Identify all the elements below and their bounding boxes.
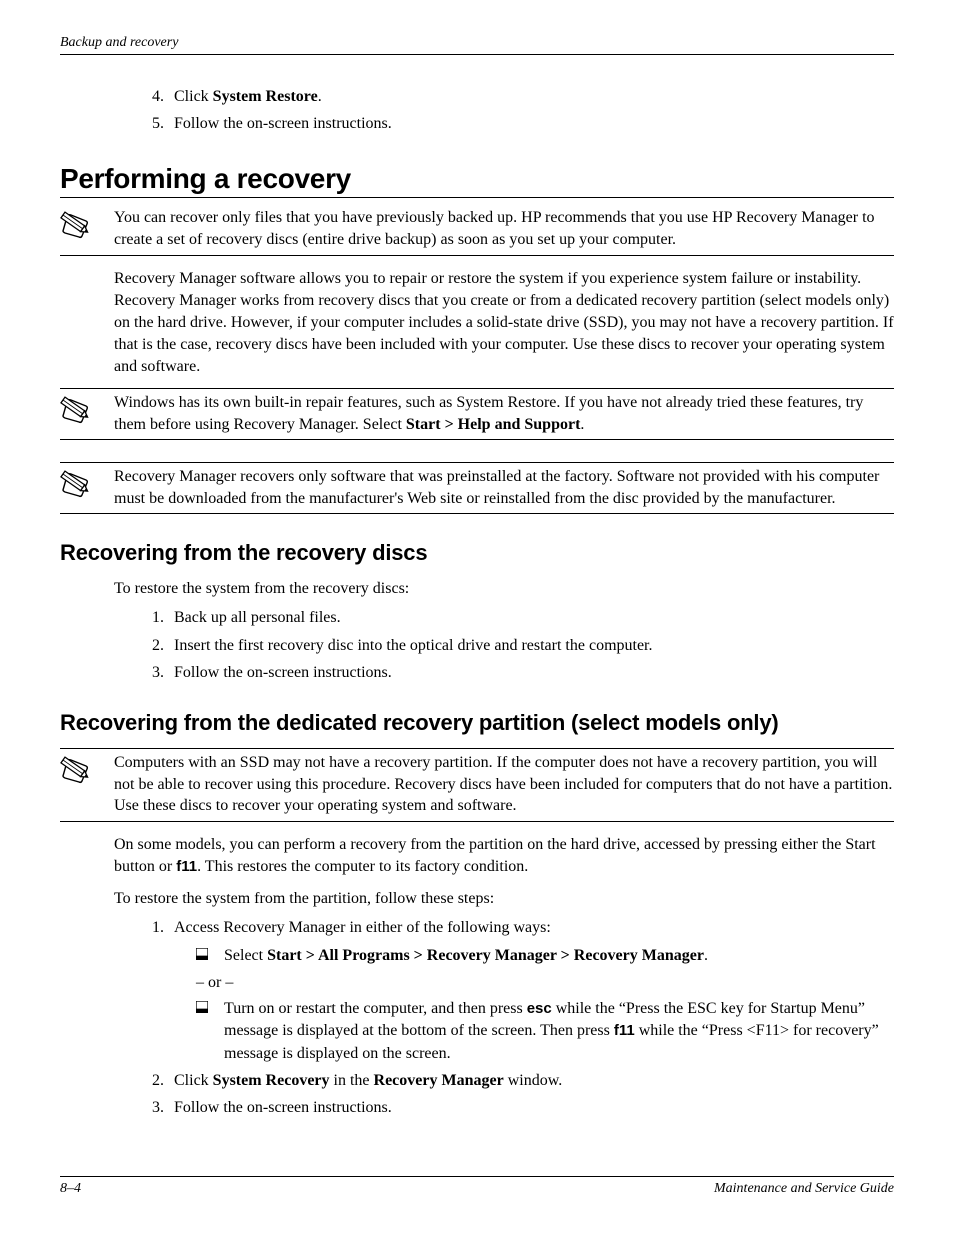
list-item: Insert the first recovery disc into the … [168, 634, 894, 657]
note-block: Recovery Manager recovers only software … [60, 463, 894, 513]
list-item: Follow the on-screen instructions. [168, 1096, 894, 1119]
list-item: Access Recovery Manager in either of the… [168, 916, 894, 1065]
steps-list: Access Recovery Manager in either of the… [114, 916, 894, 1120]
subsection-heading: Recovering from the dedicated recovery p… [60, 710, 894, 736]
sub-bullet-item: Select Start > All Programs > Recovery M… [196, 945, 894, 967]
list-item: Back up all personal files. [168, 606, 894, 629]
list-item: Click System Recovery in the Recovery Ma… [168, 1069, 894, 1092]
list-item: Follow the on-screen instructions. [168, 661, 894, 684]
or-separator: – or – [196, 972, 894, 994]
list-item: Follow the on-screen instructions. [168, 112, 894, 135]
page-footer: 8–4 Maintenance and Service Guide [60, 1176, 894, 1197]
note-text: You can recover only files that you have… [114, 207, 894, 250]
bullet-box-icon [196, 948, 208, 960]
intro-paragraph: To restore the system from the partition… [114, 888, 894, 910]
guide-title: Maintenance and Service Guide [714, 1181, 894, 1197]
note-block: You can recover only files that you have… [60, 204, 894, 254]
running-header: Backup and recovery [60, 35, 894, 55]
intro-paragraph: To restore the system from the recovery … [114, 578, 894, 600]
intro-ordered-list: Click System Restore. Follow the on-scre… [114, 85, 894, 135]
section-heading: Performing a recovery [60, 163, 894, 195]
pencil-note-icon [60, 209, 98, 246]
body-paragraph: On some models, you can perform a recove… [114, 834, 894, 878]
sub-bullet-list: Select Start > All Programs > Recovery M… [196, 945, 894, 1065]
note-text: Recovery Manager recovers only software … [114, 466, 894, 509]
body-paragraph: Recovery Manager software allows you to … [114, 268, 894, 378]
pencil-note-icon [60, 394, 98, 431]
bullet-box-icon [196, 1001, 208, 1013]
note-text: Windows has its own built-in repair feat… [114, 392, 894, 435]
note-block: Computers with an SSD may not have a rec… [60, 749, 894, 821]
steps-list: Back up all personal files. Insert the f… [114, 606, 894, 684]
note-block: Windows has its own built-in repair feat… [60, 389, 894, 439]
page-number: 8–4 [60, 1181, 81, 1197]
sub-bullet-item: Turn on or restart the computer, and the… [196, 998, 894, 1065]
pencil-note-icon [60, 468, 98, 505]
list-item: Click System Restore. [168, 85, 894, 108]
subsection-heading: Recovering from the recovery discs [60, 540, 894, 566]
note-text: Computers with an SSD may not have a rec… [114, 752, 894, 817]
pencil-note-icon [60, 754, 98, 791]
